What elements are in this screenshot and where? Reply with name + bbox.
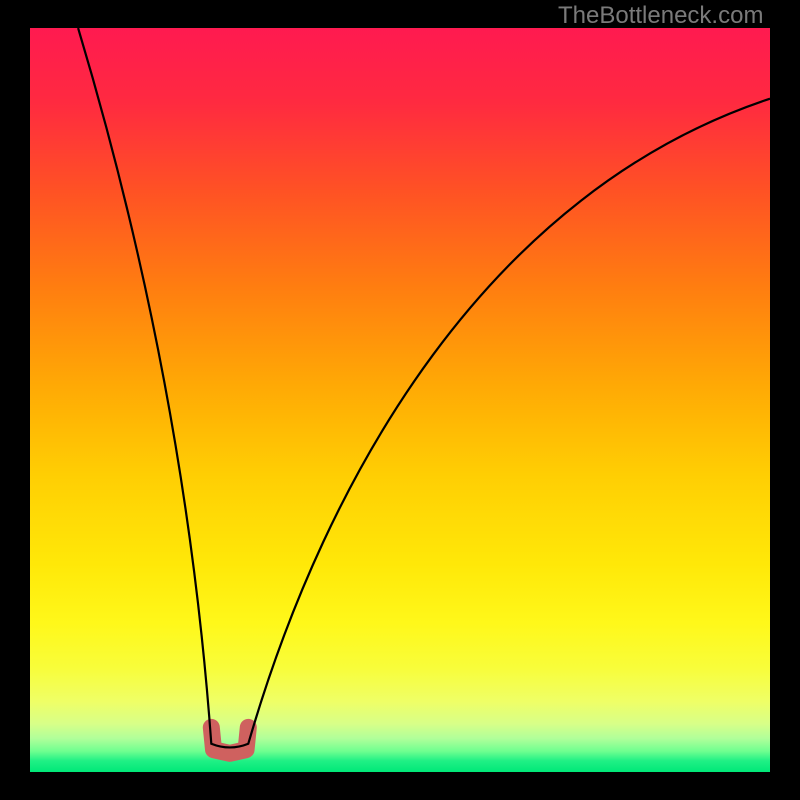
frame-right: [770, 0, 800, 800]
chart-root: TheBottleneck.com: [0, 0, 800, 800]
curves-layer: [30, 28, 770, 772]
frame-bottom: [0, 772, 800, 800]
bottleneck-curve: [78, 28, 770, 747]
trough-marker: [211, 727, 248, 753]
plot-area: [30, 28, 770, 772]
frame-left: [0, 0, 30, 800]
watermark-text: TheBottleneck.com: [558, 2, 763, 30]
